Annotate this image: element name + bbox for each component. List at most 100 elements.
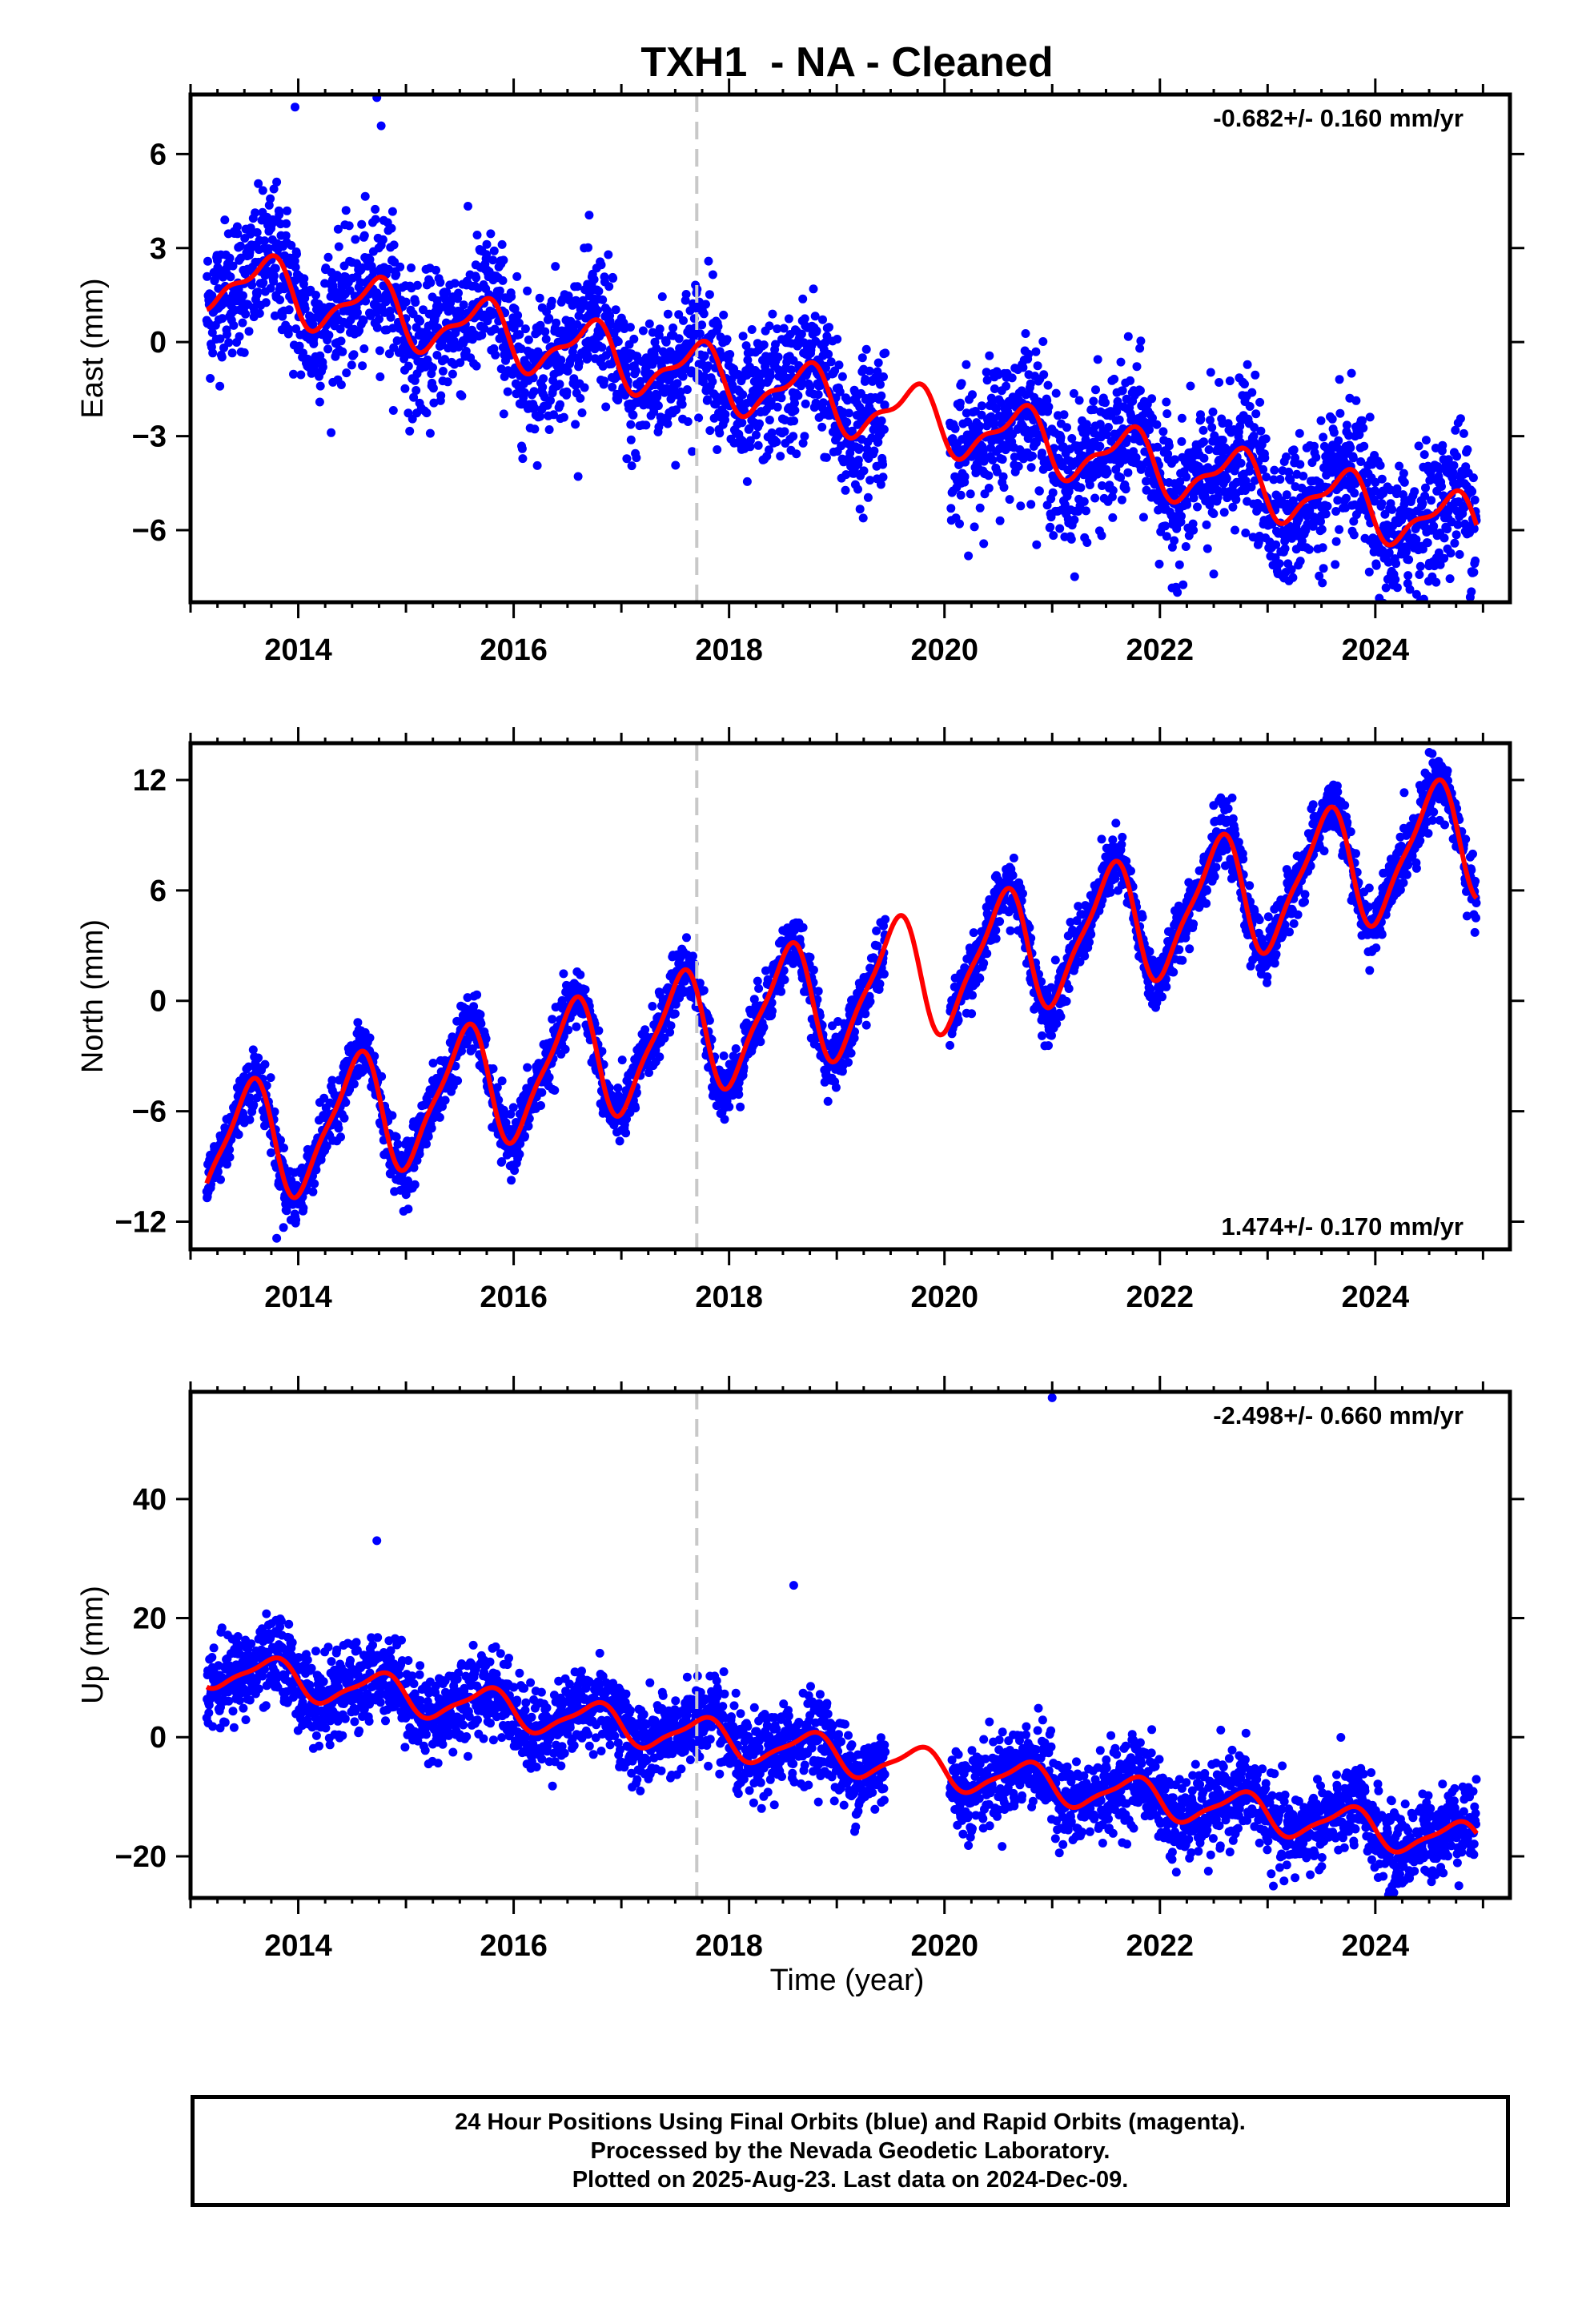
data-point [666,1021,676,1031]
data-point [520,324,530,334]
data-point [1247,482,1256,492]
data-point [341,1098,351,1108]
data-point [428,384,438,393]
data-point [495,286,504,296]
data-point [299,1203,308,1212]
data-point [1333,496,1343,505]
data-point [594,1026,604,1035]
data-point [349,350,359,360]
data-point [982,368,991,377]
data-point [1085,480,1094,489]
scatter-series-final-orbits [202,748,1481,1243]
data-point [861,344,871,354]
data-point [572,1022,581,1031]
data-point-outlier [376,121,386,131]
data-point [810,312,820,321]
data-point [745,424,754,433]
data-point [1371,477,1380,487]
data-point [1359,441,1369,451]
data-point [260,236,269,246]
data-point [663,309,673,319]
data-point [224,338,234,348]
data-point [1138,513,1148,522]
data-point [1470,495,1480,505]
data-point [700,372,709,381]
data-point [246,229,255,239]
data-point [773,352,783,362]
data-point [1269,475,1279,485]
data-point [873,358,883,368]
data-point [1294,514,1303,524]
data-point [482,239,492,249]
data-point [655,1052,665,1062]
data-point [674,334,684,344]
data-point [495,334,504,344]
data-point [857,353,867,363]
data-point [476,1019,486,1028]
data-point [1186,381,1195,391]
data-point [1046,522,1055,532]
data-point [670,1009,680,1019]
data-point [225,1145,235,1155]
data-point [583,351,592,360]
data-point [946,504,956,513]
data-point [632,453,641,463]
data-point [1451,425,1460,435]
data-point [365,1033,375,1043]
data-point [1024,349,1034,359]
data-point [687,366,697,376]
data-point [461,347,471,356]
data-point [260,1059,270,1069]
data-point [990,384,999,393]
data-point [1207,423,1217,432]
data-point [721,409,730,419]
data-point [773,402,782,412]
data-point [713,445,722,454]
data-point [1101,398,1110,408]
data-point-outlier [291,103,299,112]
data-point [1295,557,1305,566]
data-point [1135,344,1145,353]
data-point [818,315,827,324]
data-point [834,360,844,370]
data-point [1114,415,1124,424]
data-point [392,336,402,345]
data-point [606,320,616,329]
data-point [1135,386,1145,396]
data-point [422,408,432,418]
data-point [1162,532,1171,541]
data-point [1439,533,1449,543]
data-point [1270,465,1279,475]
data-point [589,275,599,284]
data-point [1421,436,1431,445]
data-point [544,1072,554,1082]
data-point [576,970,585,979]
data-point [1438,440,1447,450]
data-point [529,387,539,396]
data-point [422,1140,431,1149]
data-point [705,426,715,436]
data-point [532,460,542,470]
data-point [1359,424,1368,432]
data-point [652,344,661,353]
data-point [270,311,279,320]
data-point [1275,610,1283,619]
data-point [448,369,457,379]
data-point [825,323,833,332]
data-point [681,290,691,299]
data-point [1152,420,1162,429]
data-point [613,337,623,346]
data-point [1323,501,1332,511]
data-point [1090,493,1100,503]
model-fit-curve [206,253,1480,548]
data-point [621,362,631,372]
data-point [641,353,651,363]
data-point [1196,415,1206,424]
data-point [496,364,506,374]
data-point [1392,484,1402,493]
data-point [861,375,870,384]
data-point [999,483,1009,493]
data-point [704,256,713,266]
data-point [524,1121,533,1131]
data-point [745,436,755,445]
